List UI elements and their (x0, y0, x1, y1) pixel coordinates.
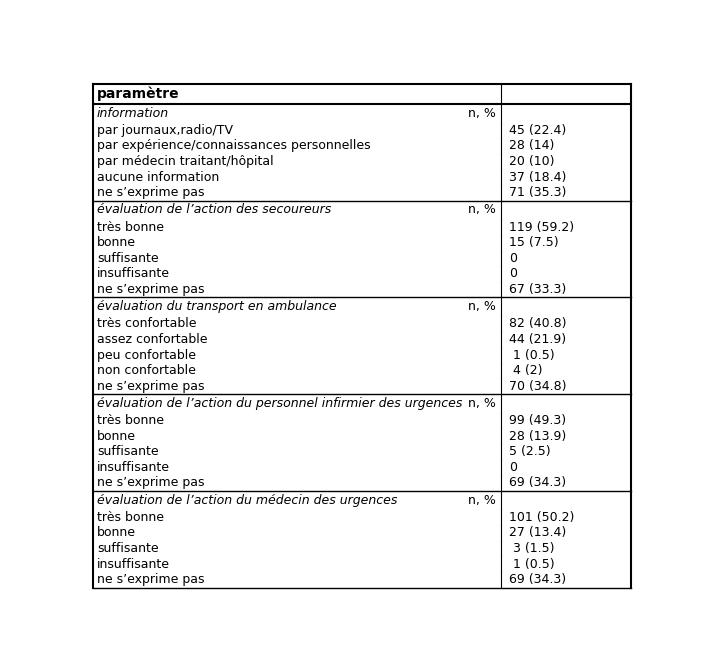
Text: 70 (34.8): 70 (34.8) (509, 380, 566, 392)
Text: 28 (14): 28 (14) (509, 139, 554, 152)
Text: assez confortable: assez confortable (97, 333, 208, 346)
Text: 27 (13.4): 27 (13.4) (509, 526, 566, 539)
Text: 1 (0.5): 1 (0.5) (509, 349, 555, 361)
Text: par expérience/connaissances personnelles: par expérience/connaissances personnelle… (97, 139, 371, 152)
Text: 119 (59.2): 119 (59.2) (509, 221, 574, 233)
Text: 3 (1.5): 3 (1.5) (509, 542, 554, 555)
Text: évaluation de l’action du médecin des urgences: évaluation de l’action du médecin des ur… (97, 493, 397, 507)
Text: suffisante: suffisante (97, 542, 159, 555)
Text: insuffisante: insuffisante (97, 558, 170, 571)
Text: ne s’exprime pas: ne s’exprime pas (97, 186, 205, 200)
Text: évaluation de l’action des secoureurs: évaluation de l’action des secoureurs (97, 204, 331, 217)
Text: 69 (34.3): 69 (34.3) (509, 477, 566, 489)
Text: ne s’exprime pas: ne s’exprime pas (97, 477, 205, 489)
Text: 45 (22.4): 45 (22.4) (509, 124, 566, 137)
Text: suffisante: suffisante (97, 252, 159, 265)
Text: ne s’exprime pas: ne s’exprime pas (97, 283, 205, 296)
Text: 0: 0 (509, 267, 517, 280)
Text: n, %: n, % (469, 204, 496, 217)
Text: 0: 0 (509, 461, 517, 474)
Text: bonne: bonne (97, 236, 136, 249)
Text: bonne: bonne (97, 526, 136, 539)
Text: 15 (7.5): 15 (7.5) (509, 236, 558, 249)
Text: n, %: n, % (469, 300, 496, 313)
Text: 44 (21.9): 44 (21.9) (509, 333, 566, 346)
Text: 69 (34.3): 69 (34.3) (509, 573, 566, 586)
Text: 1 (0.5): 1 (0.5) (509, 558, 555, 571)
Text: par médecin traitant/hôpital: par médecin traitant/hôpital (97, 155, 274, 168)
Text: 28 (13.9): 28 (13.9) (509, 430, 566, 443)
Text: n, %: n, % (469, 493, 496, 507)
Text: 82 (40.8): 82 (40.8) (509, 318, 566, 330)
Text: suffisante: suffisante (97, 446, 159, 458)
Text: évaluation du transport en ambulance: évaluation du transport en ambulance (97, 300, 337, 313)
Text: insuffisante: insuffisante (97, 267, 170, 280)
Text: n, %: n, % (469, 107, 496, 120)
Text: 0: 0 (509, 252, 517, 265)
Text: 20 (10): 20 (10) (509, 155, 554, 168)
Text: 4 (2): 4 (2) (509, 364, 542, 377)
Text: insuffisante: insuffisante (97, 461, 170, 474)
Text: 67 (33.3): 67 (33.3) (509, 283, 566, 296)
Text: évaluation de l’action du personnel infirmier des urgences: évaluation de l’action du personnel infi… (97, 397, 462, 410)
Text: n, %: n, % (469, 397, 496, 410)
Text: peu confortable: peu confortable (97, 349, 196, 361)
Text: ne s’exprime pas: ne s’exprime pas (97, 380, 205, 392)
Text: très bonne: très bonne (97, 511, 164, 524)
Text: non confortable: non confortable (97, 364, 196, 377)
Text: 99 (49.3): 99 (49.3) (509, 414, 566, 427)
Text: aucune information: aucune information (97, 171, 220, 184)
Text: très bonne: très bonne (97, 221, 164, 233)
Text: par journaux,radio/TV: par journaux,radio/TV (97, 124, 233, 137)
Text: 101 (50.2): 101 (50.2) (509, 511, 574, 524)
Text: très bonne: très bonne (97, 414, 164, 427)
Text: bonne: bonne (97, 430, 136, 443)
Text: information: information (97, 107, 169, 120)
Text: 71 (35.3): 71 (35.3) (509, 186, 566, 200)
Text: 37 (18.4): 37 (18.4) (509, 171, 566, 184)
Text: paramètre: paramètre (97, 87, 179, 101)
Text: très confortable: très confortable (97, 318, 196, 330)
Text: 5 (2.5): 5 (2.5) (509, 446, 551, 458)
Text: ne s’exprime pas: ne s’exprime pas (97, 573, 205, 586)
